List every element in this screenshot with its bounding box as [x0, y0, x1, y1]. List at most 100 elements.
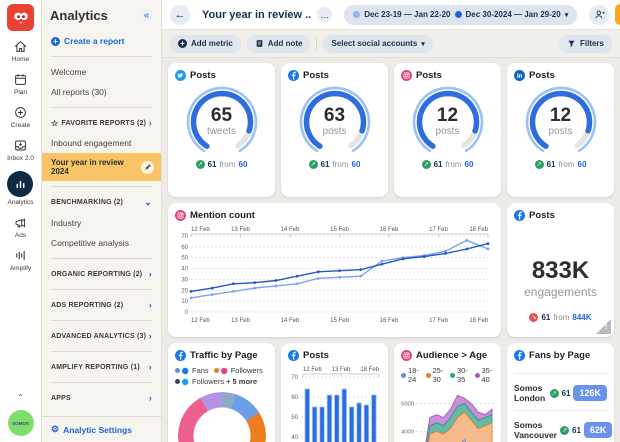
metric-card-facebook-posts[interactable]: Posts 63 posts ↗ 61 from 60 [281, 63, 388, 197]
page-change: 61 [561, 388, 571, 398]
change-indicator: ↗ 61 from 60 [534, 160, 587, 169]
change-indicator: ↗ 61 from 60 [308, 160, 361, 169]
engagements-unit: engagements [524, 285, 597, 299]
sidebar-collapse-icon[interactable]: « [140, 9, 153, 22]
sidebar-section-favorites[interactable]: ☆ FAVORITE REPORTS (2) › [42, 113, 161, 133]
svg-text:30: 30 [181, 277, 188, 283]
filters-button[interactable]: Filters [558, 34, 612, 53]
gauge-unit: posts [548, 126, 573, 137]
instagram-icon [401, 350, 412, 361]
icon-rail: Home Plan Create Inbox 2.0 Analytics [0, 0, 42, 442]
change-from-value[interactable]: 60 [464, 160, 474, 169]
rail-label: Home [11, 56, 30, 63]
engagements-card[interactable]: Posts 833K engagements ↘ 61 from 844K ! [507, 203, 614, 337]
instagram-icon [401, 70, 412, 81]
hootsuite-logo-icon[interactable] [7, 4, 34, 31]
pin-icon[interactable] [141, 160, 154, 174]
legend-label: 30-35 [457, 366, 468, 384]
legend-dot-icon [474, 372, 480, 378]
sidebar-item-inbound[interactable]: Inbound engagement [51, 138, 132, 148]
svg-text:18 Feb: 18 Feb [469, 227, 488, 233]
card-title: Fans by Page [529, 350, 591, 361]
rail-item-inbox[interactable]: Inbox 2.0 [7, 138, 34, 162]
change-from-value[interactable]: 60 [577, 160, 587, 169]
sidebar-section-benchmarking[interactable]: BENCHMARKING (2) ⌄ [42, 192, 161, 213]
svg-text:12 Feb: 12 Feb [191, 227, 210, 233]
range-b-dot-icon [454, 11, 462, 18]
amplify-reporting-label: AMPLIFY REPORTING (1) [51, 363, 140, 371]
rail-item-analytics[interactable]: Analytics [7, 171, 34, 206]
create-report-label: Create a report [64, 36, 125, 46]
svg-text:12 Feb: 12 Feb [303, 367, 322, 373]
year-review-label: Your year in review 2024 [51, 158, 124, 176]
change-indicator: ↗ 61 from 60 [195, 160, 248, 169]
legend-more[interactable]: + 5 more [226, 377, 258, 386]
back-button[interactable]: ← [170, 4, 190, 25]
sidebar-item-year-review-active[interactable]: Your year in review 2024 [42, 153, 161, 181]
main-area: ← Your year in review .. … Dec 23-19 — J… [162, 0, 620, 442]
chevron-right-icon: › [148, 269, 152, 279]
report-title: Your year in review .. [202, 8, 312, 21]
rail-item-amplify[interactable]: Amplify [10, 248, 31, 272]
sidebar-item-competitive[interactable]: Competitive analysis [51, 238, 129, 248]
metric-card-linkedin-posts[interactable]: Posts 12 posts ↗ 61 from 60 [507, 63, 614, 197]
card-title: Posts [303, 70, 329, 81]
rail-item-create[interactable]: Create [11, 105, 30, 129]
audience-legend: 18-24 25-30 30-35 35-40 [401, 366, 494, 384]
metric-card-instagram-posts[interactable]: Posts 12 posts ↗ 61 from 60 [394, 63, 501, 197]
svg-text:70: 70 [291, 375, 298, 381]
select-accounts-dropdown[interactable]: Select social accounts ▾ [323, 34, 433, 53]
change-from-value[interactable]: 60 [238, 160, 248, 169]
star-icon: ☆ [51, 118, 59, 128]
posts-gauge-chart: 12 posts [519, 84, 603, 156]
svg-text:15 Feb: 15 Feb [330, 318, 349, 324]
sidebar-item-industry[interactable]: Industry [51, 218, 82, 228]
rail-item-ads[interactable]: Ads [13, 215, 28, 239]
plus-circle-icon [13, 105, 28, 120]
trend-down-icon: ↘ [529, 313, 539, 322]
metric-card-twitter-posts[interactable]: Posts 65 tweets ↗ 61 from 60 [168, 63, 275, 197]
fan-row-somos-vancouver[interactable]: Somos Vancouver ↗ 61 62K [514, 410, 613, 440]
back-icon: ← [174, 8, 186, 21]
create-report-button[interactable]: + Create a report [42, 31, 161, 51]
sidebar-item-welcome[interactable]: Welcome [51, 67, 87, 77]
change-from-label: from [558, 160, 575, 169]
instagram-icon [220, 367, 228, 374]
audience-age-card[interactable]: Audience > Age 18-24 25-30 30-35 35-40 5… [394, 343, 501, 442]
org-avatar[interactable]: SOMOS [7, 410, 34, 436]
sidebar-section-apps[interactable]: APPS › [42, 388, 161, 408]
add-note-button[interactable]: Add note [246, 34, 311, 53]
analytic-settings-button[interactable]: ⚙ Analytic Settings [42, 416, 161, 442]
sidebar-item-all-reports[interactable]: All reports (30) [51, 87, 107, 97]
date-range-a: Dec 23-19 — Jan 22-20 [364, 10, 451, 19]
rail-collapse-chevron-icon[interactable]: ⌃ [17, 393, 24, 402]
gauge-unit: posts [435, 126, 460, 137]
more-options-button[interactable]: … [317, 7, 333, 22]
sidebar-section-advanced[interactable]: ADVANCED ANALYTICS (3) › [42, 326, 161, 346]
fans-by-page-card[interactable]: Fans by Page Somos London ↗ 61 126K Somo… [507, 343, 614, 442]
share-user-button[interactable] [589, 4, 610, 25]
card-title: Posts [190, 70, 216, 81]
sidebar-section-organic[interactable]: ORGANIC REPORTING (2) › [42, 264, 161, 284]
sidebar-section-amplify-reporting[interactable]: AMPLIFY REPORTING (1) › [42, 357, 161, 377]
legend-dot-icon [213, 368, 219, 373]
change-from-value[interactable]: 844K [572, 313, 592, 322]
fan-row-somos-london[interactable]: Somos London ↗ 61 126K [514, 373, 607, 403]
traffic-by-page-card[interactable]: Traffic by Page Fans Followers Followers [168, 343, 275, 442]
chevron-right-icon: › [148, 331, 152, 341]
date-range-picker[interactable]: Dec 23-19 — Jan 22-20 Dec 30-2024 — Jan … [344, 4, 578, 25]
add-metric-button[interactable]: + Add metric [170, 34, 241, 53]
chevron-right-icon: › [148, 300, 152, 310]
page-fans-value: 62K [583, 422, 613, 438]
legend-label: Followers [230, 366, 263, 375]
mention-count-card[interactable]: Mention count 0 10 20 30 40 50 60 70 12 Feb 12 Fe… [168, 203, 501, 337]
change-from-value[interactable]: 60 [351, 160, 361, 169]
rail-item-home[interactable]: Home [12, 39, 29, 63]
gauge-unit: tweets [207, 126, 236, 137]
rail-item-plan[interactable]: Plan [13, 72, 28, 96]
export-button[interactable]: Export ▾ [615, 4, 620, 25]
trend-up-icon: ↗ [421, 160, 431, 169]
sidebar-section-ads-reporting[interactable]: ADS REPORTING (2) › [42, 295, 161, 315]
